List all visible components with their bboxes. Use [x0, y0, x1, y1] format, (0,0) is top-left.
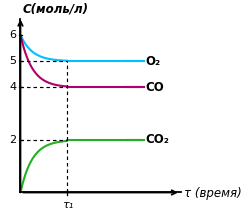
Text: C(моль/л): C(моль/л)	[22, 2, 88, 15]
Text: O₂: O₂	[146, 55, 161, 68]
Text: τ (время): τ (время)	[184, 187, 242, 200]
Text: 5: 5	[10, 56, 16, 66]
Text: τ₁: τ₁	[62, 200, 73, 210]
Text: CO₂: CO₂	[146, 134, 170, 147]
Text: 4: 4	[9, 82, 16, 92]
Text: 6: 6	[10, 30, 16, 40]
Text: CO: CO	[146, 81, 164, 94]
Text: 2: 2	[9, 135, 16, 145]
